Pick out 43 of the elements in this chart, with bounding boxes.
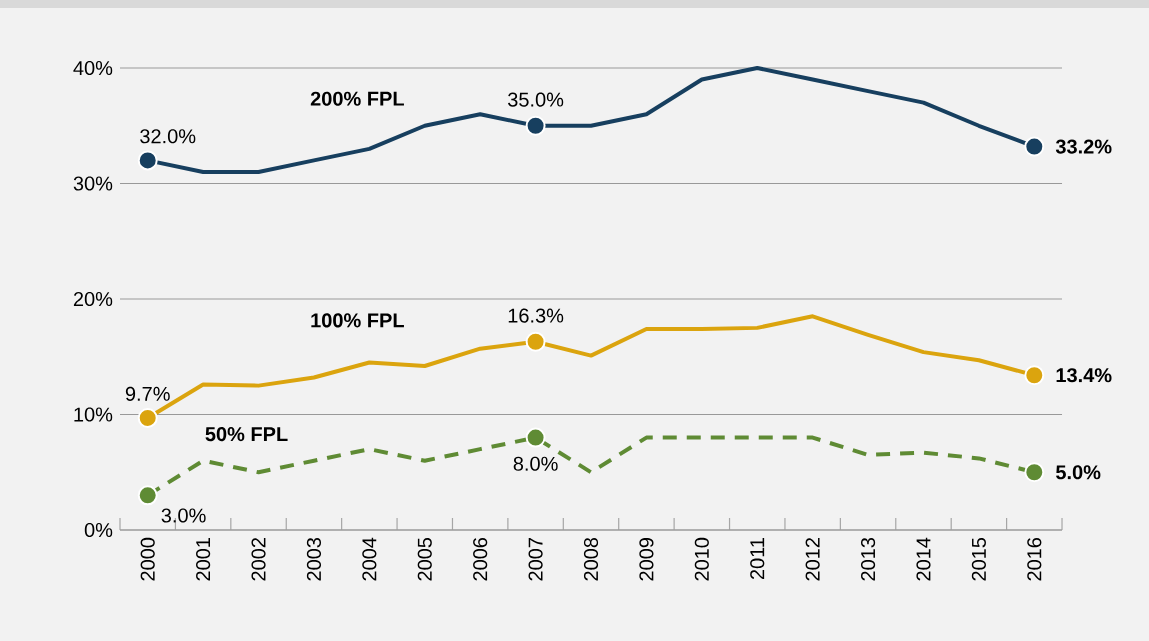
x-tick-label: 2005: [417, 537, 432, 581]
x-tick-label: 2003: [306, 537, 322, 581]
x-tick-label: 2007: [528, 538, 543, 581]
data-label: 35.0%: [507, 92, 564, 107]
x-tick-label: 2008: [583, 537, 599, 581]
series-label: 100% FPL: [311, 313, 404, 328]
point: [1024, 136, 1045, 157]
series-label: 50% FPL: [205, 427, 288, 442]
data-label: 13.4%: [1056, 368, 1112, 383]
point: [525, 115, 546, 136]
x-tick-label: 2011: [750, 538, 765, 580]
x-tick-label: 2015: [971, 537, 986, 581]
data-label: 33.2%: [1055, 139, 1112, 154]
x-tick-label: 2013: [860, 537, 876, 581]
y-tick-label: 10%: [74, 407, 113, 422]
data-label: 16.3%: [508, 308, 564, 323]
x-tick-label: 2014: [916, 537, 931, 581]
point: [1024, 462, 1045, 483]
data-label: 5.0%: [1056, 465, 1101, 480]
point: [525, 331, 546, 352]
y-tick-label: 30%: [73, 176, 113, 191]
y-tick-label: 40%: [73, 60, 113, 76]
x-tick-label: 2009: [639, 538, 654, 581]
y-tick-label: 0%: [84, 522, 113, 538]
data-label: 8.0%: [513, 456, 558, 471]
series-label: 200% FPL: [310, 91, 404, 106]
point: [525, 427, 546, 448]
data-label: 9.7%: [125, 386, 170, 401]
point: [137, 150, 158, 171]
x-tick-label: 2001: [196, 538, 211, 581]
point: [1024, 365, 1045, 386]
x-tick-label: 2002: [251, 538, 266, 581]
x-tick-label: 2012: [805, 538, 820, 581]
data-label: 32.0%: [140, 129, 196, 144]
x-tick-label: 2006: [473, 537, 488, 581]
x-tick-label: 2016: [1027, 537, 1042, 581]
point: [137, 407, 158, 428]
x-tick-label: 2004: [362, 537, 377, 581]
y-tick-label: 20%: [73, 291, 113, 307]
data-label: 3.0%: [161, 508, 206, 523]
x-tick-label: 2000: [140, 537, 155, 581]
x-tick-label: 2010: [694, 537, 709, 581]
point: [137, 485, 158, 506]
